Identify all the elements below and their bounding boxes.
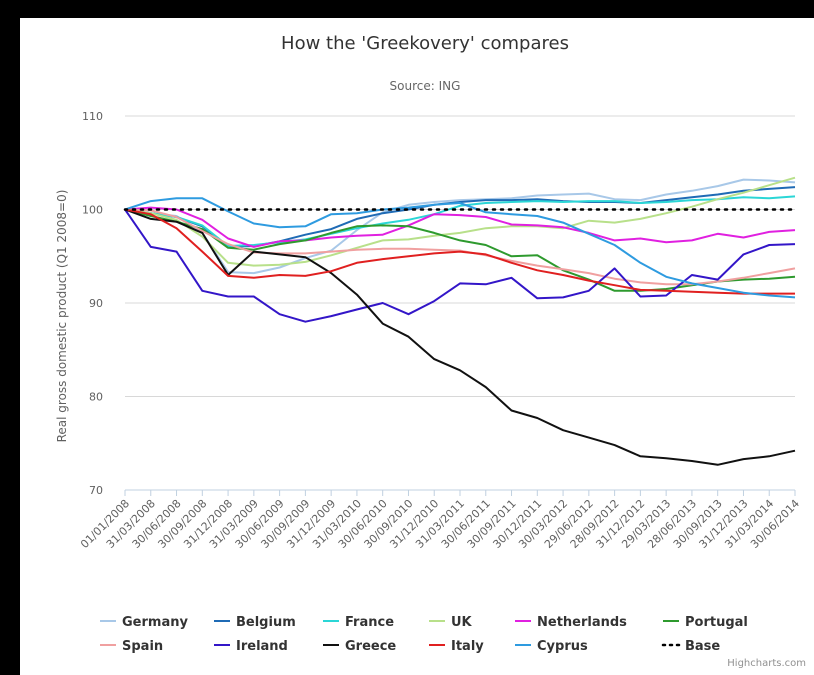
legend-item-ireland[interactable]: Ireland xyxy=(214,639,288,654)
legend-label: Netherlands xyxy=(537,615,627,630)
series-line-uk[interactable] xyxy=(124,176,796,267)
legend-item-cyprus[interactable]: Cyprus xyxy=(515,639,588,654)
series-line-ireland[interactable] xyxy=(124,208,796,323)
chart-title: How the 'Greekovery' compares xyxy=(281,33,569,54)
legend-item-france[interactable]: France xyxy=(323,615,394,630)
y-tick-label: 90 xyxy=(89,297,103,310)
legend-item-uk[interactable]: UK xyxy=(429,615,473,630)
legend-label: Base xyxy=(685,639,720,654)
legend-item-belgium[interactable]: Belgium xyxy=(214,615,296,630)
legend-label: Greece xyxy=(345,639,396,654)
series-line-greece[interactable] xyxy=(124,208,796,466)
legend-label: Ireland xyxy=(236,639,288,654)
legend-item-base[interactable]: Base xyxy=(661,639,720,654)
chart-frame: How the 'Greekovery' compares Source: IN… xyxy=(20,18,814,675)
series-line-cyprus[interactable] xyxy=(124,197,796,299)
series-line-italy[interactable] xyxy=(124,208,795,295)
plot-area xyxy=(123,176,797,466)
legend-label: Spain xyxy=(122,639,163,654)
legend-label: Portugal xyxy=(685,615,748,630)
y-tick-label: 100 xyxy=(82,204,103,217)
legend-label: UK xyxy=(451,615,473,630)
series-line-france[interactable] xyxy=(124,195,796,247)
y-axis: 70 80 90 100 110 xyxy=(82,110,103,497)
series-line-germany[interactable] xyxy=(124,178,796,275)
legend-label: Belgium xyxy=(236,615,296,630)
y-tick-label: 80 xyxy=(89,391,103,404)
series-line-belgium[interactable] xyxy=(124,186,796,248)
legend-label: Italy xyxy=(451,639,484,654)
legend-item-germany[interactable]: Germany xyxy=(100,615,188,630)
legend-label: Cyprus xyxy=(537,639,588,654)
legend-item-italy[interactable]: Italy xyxy=(429,639,484,654)
credits-link[interactable]: Highcharts.com xyxy=(727,658,806,669)
legend-label: Germany xyxy=(122,615,188,630)
legend-label: France xyxy=(345,615,394,630)
y-axis-label: Real gross domestic product (Q1 2008=0) xyxy=(55,190,69,443)
series-line-portugal[interactable] xyxy=(124,208,796,292)
x-axis: 01/01/200831/03/200830/06/200830/09/2008… xyxy=(78,489,802,551)
legend: Germany Belgium France UK Netherlands Portuga… xyxy=(100,615,748,654)
legend-item-netherlands[interactable]: Netherlands xyxy=(515,615,627,630)
legend-item-spain[interactable]: Spain xyxy=(100,639,163,654)
y-tick-label: 70 xyxy=(89,484,103,497)
legend-item-greece[interactable]: Greece xyxy=(323,639,396,654)
y-tick-label: 110 xyxy=(82,110,103,123)
legend-item-portugal[interactable]: Portugal xyxy=(663,615,748,630)
chart-subtitle: Source: ING xyxy=(390,79,461,93)
line-chart: How the 'Greekovery' compares Source: IN… xyxy=(55,33,806,669)
series-line-spain[interactable] xyxy=(124,208,796,286)
series-line-netherlands[interactable] xyxy=(124,206,796,248)
gridlines xyxy=(125,115,795,491)
